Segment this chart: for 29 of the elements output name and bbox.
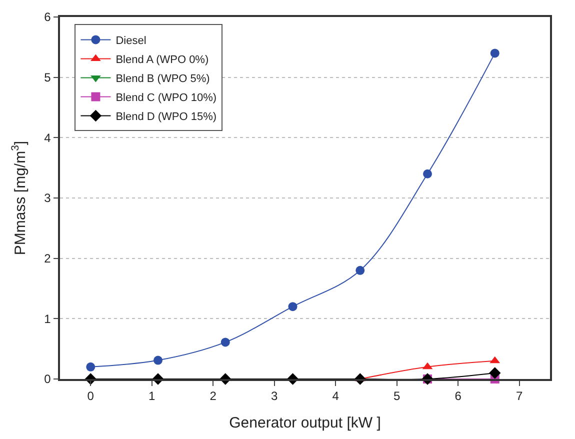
x-tick-label: 0 [87, 389, 94, 404]
point [288, 302, 298, 312]
legend-label: Diesel [116, 35, 146, 48]
x-tick-label: 3 [271, 389, 278, 404]
point [490, 48, 500, 58]
point [220, 338, 230, 347]
legend-label: Blend B (WPO 5%) [116, 73, 210, 86]
x-axis-title: Generator output [kW ] [229, 414, 381, 432]
x-tick-label: 5 [394, 389, 401, 404]
y-tick-label: 4 [44, 130, 52, 145]
y-tick-label: 6 [44, 10, 52, 24]
y-tick-label: 5 [44, 70, 52, 85]
x-tick-label: 6 [454, 389, 462, 404]
point [489, 367, 501, 379]
y-tick-label: 2 [44, 252, 52, 266]
point [423, 169, 432, 178]
x-tick-label: 4 [332, 389, 340, 404]
y-tick-label: 0 [44, 372, 52, 386]
point [86, 362, 96, 372]
y-tick-label: 3 [44, 191, 52, 206]
legend-label: Blend A (WPO 0%) [116, 54, 209, 66]
point [356, 266, 365, 275]
legend-label: Blend C (WPO 10%) [116, 92, 217, 104]
y-tick-label: 1 [44, 312, 52, 326]
point [154, 356, 162, 365]
x-tick-label: 1 [148, 389, 156, 404]
legend-label: Blend D (WPO 15%) [116, 111, 217, 124]
x-tick-label: 2 [210, 389, 217, 404]
x-tick-label: 7 [516, 389, 524, 404]
